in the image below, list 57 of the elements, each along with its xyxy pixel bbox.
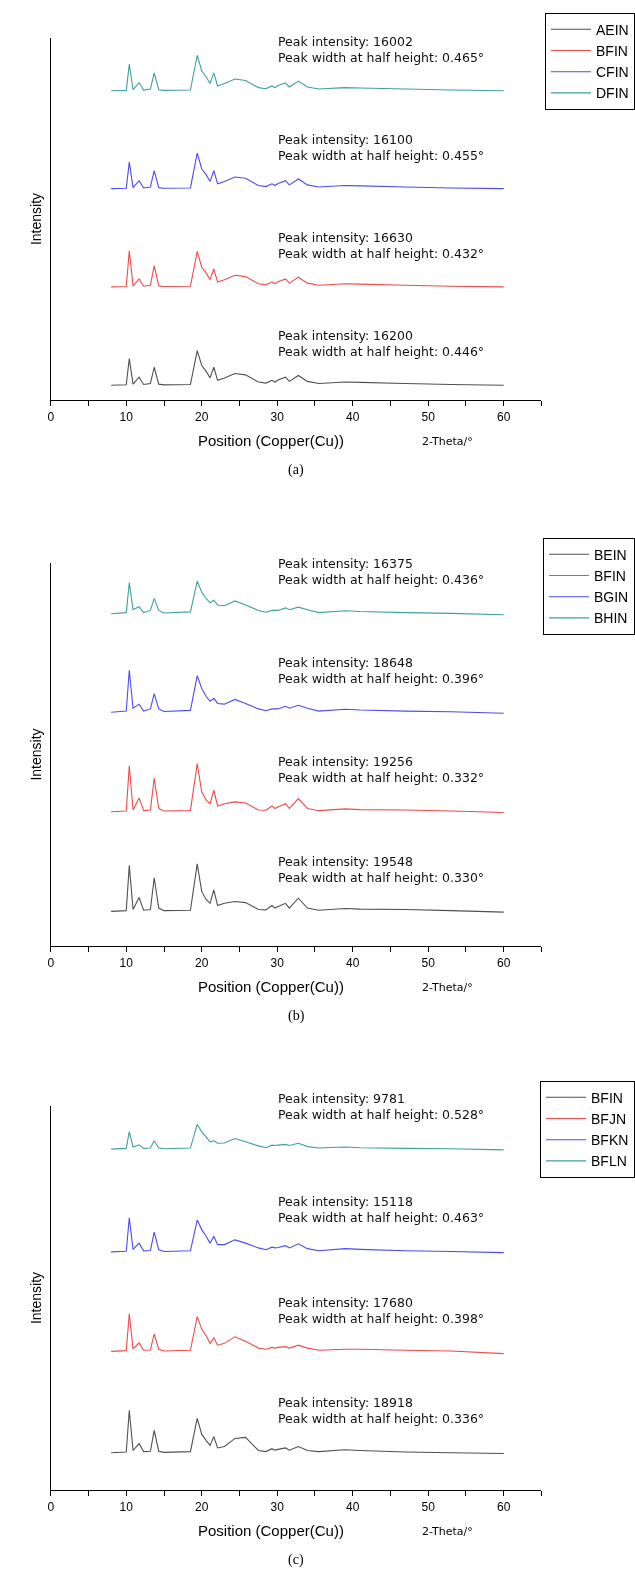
x-tick-label: 20 — [195, 1499, 209, 1514]
y-axis-title: Intensity — [28, 1271, 45, 1325]
text: (b) — [288, 1008, 305, 1024]
text: Peak intensity: 9781 Peak width at half height: 0.528° — [278, 1091, 485, 1123]
x-tick-label: 30 — [270, 1499, 285, 1514]
legend-label: BFIN — [591, 1089, 623, 1106]
x-tick-label: 30 — [270, 955, 285, 970]
y-axis-title: Intensity — [28, 192, 45, 246]
x-tick-label: 10 — [119, 955, 134, 970]
x-tick-label: 50 — [421, 1499, 436, 1514]
annotation: Peak intensity: 16375 Peak width at half height: 0.436° — [278, 556, 485, 588]
text: (c) — [288, 1552, 304, 1568]
x-tick-label: 60 — [497, 1499, 511, 1514]
legend-label: BFKN — [591, 1132, 629, 1149]
legend-label: DFIN — [596, 85, 629, 102]
legend-label: BEIN — [594, 546, 627, 563]
x-tick-label: 30 — [270, 409, 285, 424]
y-axis-title: Intensity — [28, 728, 45, 781]
x-tick-label: 0 — [47, 409, 55, 424]
x-tick-label: 0 — [47, 955, 55, 970]
annotation: Peak intensity: 15118 Peak width at half height: 0.463° — [278, 1194, 485, 1226]
x-tick-label: 40 — [346, 1499, 360, 1514]
x-tick-label: 60 — [497, 409, 511, 424]
legend-label: BFJN — [591, 1110, 626, 1127]
text: 2-Theta/° — [422, 435, 473, 448]
annotation: Peak intensity: 16630 Peak width at half height: 0.432° — [278, 230, 485, 262]
text: 2-Theta/° — [422, 1525, 473, 1538]
legend-label: BHIN — [594, 610, 628, 627]
annotation: Peak intensity: 18918 Peak width at half height: 0.336° — [278, 1395, 485, 1427]
x-tick-label: 60 — [497, 955, 511, 970]
annotation: Peak intensity: 16100 Peak width at half height: 0.455° — [278, 132, 485, 164]
x-tick-label: 40 — [346, 955, 360, 970]
x-tick-label: 50 — [421, 955, 436, 970]
x-tick-label: 50 — [421, 409, 436, 424]
annotation: Peak intensity: 16200 Peak width at half height: 0.446° — [278, 328, 485, 360]
text: (a) — [288, 462, 304, 478]
legend-label: BFLN — [591, 1153, 627, 1170]
x-tick-label: 10 — [119, 409, 134, 424]
x-axis-title: Position (Copper(Cu)) — [198, 1522, 344, 1539]
legend-label: BGIN — [594, 589, 629, 606]
x-axis-title: Position (Copper(Cu)) — [198, 978, 344, 995]
annotation: Peak intensity: 19548 Peak width at half height: 0.330° — [278, 854, 485, 886]
legend-label: BFIN — [596, 42, 628, 59]
legend-label: BFIN — [594, 567, 626, 584]
annotation: Peak intensity: 19256 Peak width at half height: 0.332° — [278, 754, 485, 786]
annotation: Peak intensity: 18648 Peak width at half height: 0.396° — [278, 655, 485, 687]
annotation: Peak intensity: 17680 Peak width at half height: 0.398° — [278, 1295, 485, 1327]
legend-label: CFIN — [596, 64, 629, 81]
legend-label: AEIN — [596, 21, 629, 38]
x-tick-label: 10 — [119, 1499, 134, 1514]
x-tick-label: 20 — [195, 955, 209, 970]
x-tick-label: 0 — [47, 1499, 55, 1514]
text: 2-Theta/° — [422, 981, 473, 994]
x-tick-label: 20 — [195, 409, 209, 424]
x-tick-label: 40 — [346, 409, 360, 424]
annotation: Peak intensity: 16002 Peak width at half height: 0.465° — [278, 34, 485, 66]
x-axis-title: Position (Copper(Cu)) — [198, 432, 344, 449]
